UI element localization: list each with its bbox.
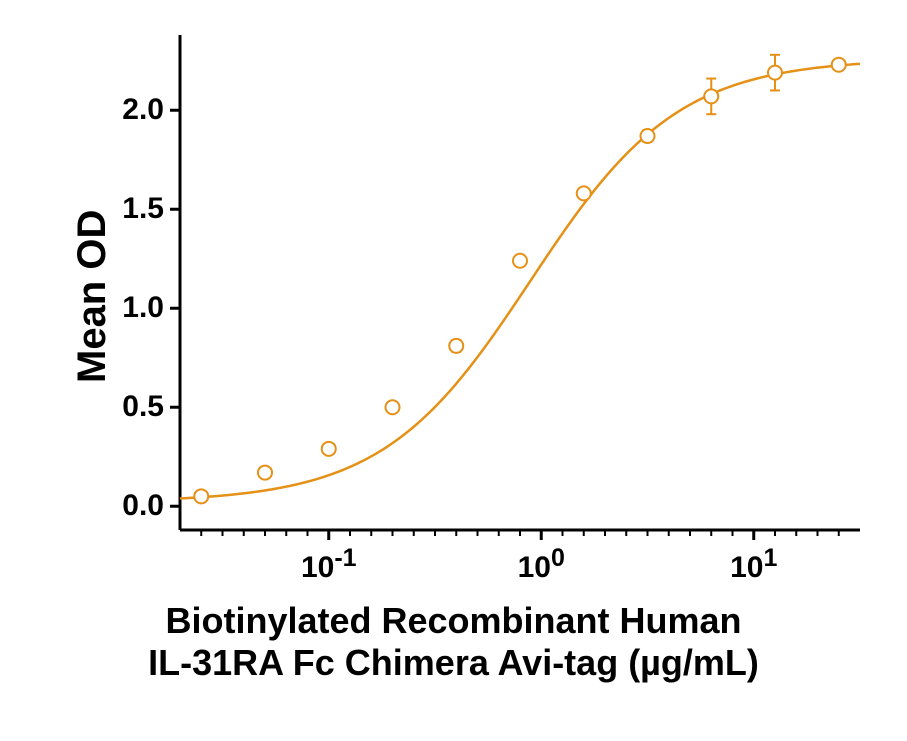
x-tick-label: 10-1 [299,544,359,585]
y-tick-label: 0.0 [122,489,164,523]
chart-container: Mean OD Biotinylated Recombinant Human I… [0,0,907,741]
y-tick-label: 0.5 [122,390,164,424]
y-tick-label: 1.0 [122,291,164,325]
y-axis-label: Mean OD [70,209,115,382]
y-tick-label: 1.5 [122,192,164,226]
x-axis-label-line2: IL-31RA Fc Chimera Avi-tag (µg/mL) [0,642,907,684]
x-tick-label: 100 [511,544,571,585]
y-tick-label: 2.0 [122,93,164,127]
x-tick-label: 101 [724,544,784,585]
x-axis-label-line1: Biotinylated Recombinant Human [0,600,907,642]
